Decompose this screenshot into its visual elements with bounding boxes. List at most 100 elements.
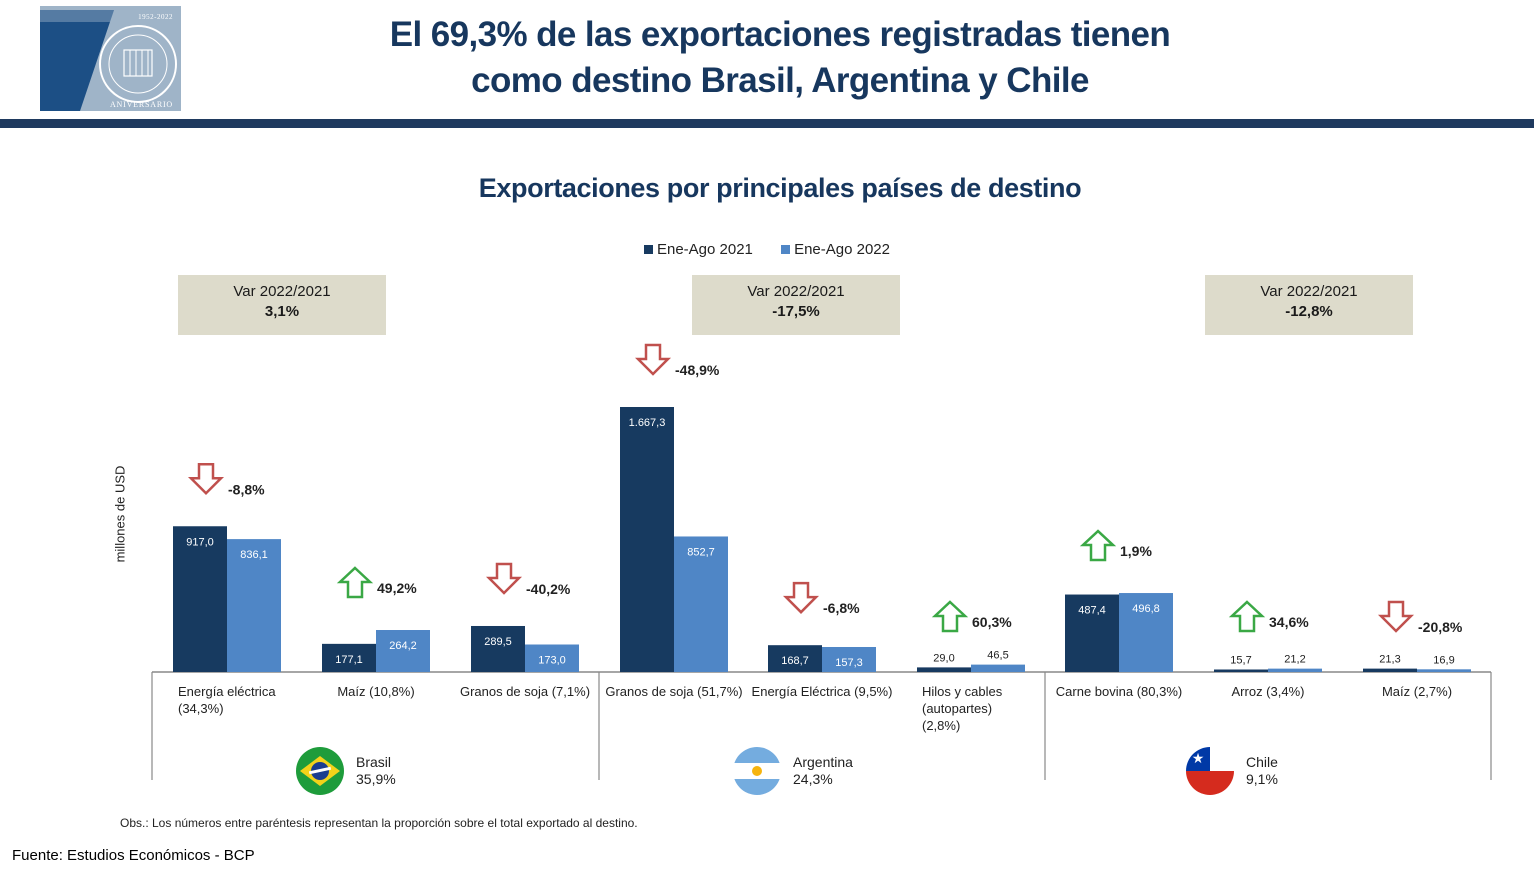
bar-2021 bbox=[173, 526, 227, 672]
logo-years: 1952-2022 bbox=[138, 13, 173, 21]
change-label: 49,2% bbox=[377, 580, 417, 596]
change-label: -48,9% bbox=[675, 362, 720, 378]
data-label: 157,3 bbox=[835, 657, 863, 669]
variation-box-brasil: Var 2022/2021 3,1% bbox=[178, 275, 386, 335]
data-label: 1.667,3 bbox=[629, 417, 666, 429]
data-label: 852,7 bbox=[687, 546, 715, 558]
page-title-line-2: como destino Brasil, Argentina y Chile bbox=[471, 61, 1089, 100]
bar-2022 bbox=[822, 646, 876, 672]
data-label: 21,2 bbox=[1284, 654, 1305, 666]
logo-anniversary: ANIVERSARIO bbox=[109, 100, 173, 109]
variation-value: 3,1% bbox=[264, 303, 300, 320]
country-name: Argentina bbox=[793, 754, 853, 770]
country-chile: ★ Chile 9,1% bbox=[1186, 746, 1278, 796]
change-label: -20,8% bbox=[1418, 619, 1463, 635]
bcp-70-anniversary-logo: 1952-2022 ANIVERSARIO bbox=[40, 6, 181, 111]
bar-2021 bbox=[1363, 668, 1417, 672]
category-label: Granos de soja (7,1%) bbox=[460, 684, 590, 699]
data-label: 836,1 bbox=[240, 549, 268, 561]
arrow-down-icon bbox=[634, 343, 672, 376]
category-label: Energía eléctrica bbox=[178, 684, 276, 699]
variation-value: -12,8% bbox=[1285, 303, 1333, 320]
footnote: Obs.: Los números entre paréntesis repre… bbox=[120, 816, 638, 830]
bar-2022 bbox=[1417, 669, 1471, 672]
change-label: 1,9% bbox=[1120, 543, 1152, 559]
data-label: 46,5 bbox=[987, 650, 1008, 662]
change-label: -6,8% bbox=[823, 600, 860, 616]
arrow-down-icon bbox=[187, 463, 225, 496]
brazil-flag-icon bbox=[296, 747, 344, 795]
bar-2021 bbox=[917, 667, 971, 672]
country-share: 9,1% bbox=[1246, 771, 1278, 787]
legend-label-2022: Ene-Ago 2022 bbox=[794, 241, 890, 258]
category-label: Granos de soja (51,7%) bbox=[605, 684, 742, 699]
variation-box-chile: Var 2022/2021 -12,8% bbox=[1205, 275, 1413, 335]
bar-2022 bbox=[1119, 593, 1173, 672]
category-label: Arroz (3,4%) bbox=[1232, 684, 1305, 699]
data-label: 168,7 bbox=[781, 655, 809, 667]
arrow-down-icon bbox=[1377, 600, 1415, 633]
variation-box-argentina: Var 2022/2021 -17,5% bbox=[692, 275, 900, 335]
change-label: -40,2% bbox=[526, 581, 571, 597]
legend-item-2022: Ene-Ago 2022 bbox=[781, 241, 890, 258]
bar-2022 bbox=[376, 630, 430, 672]
bar-2021 bbox=[620, 407, 674, 672]
header-divider bbox=[0, 119, 1534, 128]
bar-2021 bbox=[1214, 669, 1268, 672]
bar-2022 bbox=[971, 664, 1025, 672]
bar-2022 bbox=[227, 539, 281, 672]
category-label: (34,3%) bbox=[178, 701, 224, 716]
variation-value: -17,5% bbox=[772, 303, 820, 320]
arrow-up-icon bbox=[931, 600, 969, 633]
arrow-down-icon bbox=[485, 562, 523, 595]
data-label: 487,4 bbox=[1078, 605, 1106, 617]
logo-emblem-icon bbox=[40, 10, 177, 111]
bar-2022 bbox=[1268, 668, 1322, 672]
category-label: (2,8%) bbox=[922, 718, 960, 733]
country-share: 35,9% bbox=[356, 771, 396, 787]
country-name: Chile bbox=[1246, 754, 1278, 770]
category-label: Carne bovina (80,3%) bbox=[1056, 684, 1182, 699]
logo-building-icon bbox=[123, 49, 153, 77]
country-name: Brasil bbox=[356, 754, 392, 770]
legend-label-2021: Ene-Ago 2021 bbox=[656, 241, 753, 258]
page-title: El 69,3% de las exportaciones registrada… bbox=[250, 12, 1310, 104]
change-label: 60,3% bbox=[972, 614, 1012, 630]
variation-label: Var 2022/2021 bbox=[233, 283, 331, 300]
data-label: 173,0 bbox=[538, 655, 566, 667]
bar-2021 bbox=[1065, 594, 1119, 672]
category-label: Energía Eléctrica (9,5%) bbox=[752, 684, 893, 699]
legend-swatch-2022 bbox=[781, 245, 791, 254]
arrow-up-icon bbox=[1228, 600, 1266, 633]
data-label: 264,2 bbox=[389, 640, 417, 652]
argentina-flag-icon bbox=[733, 747, 781, 795]
bar-2021 bbox=[471, 625, 525, 672]
arrow-up-icon bbox=[336, 566, 374, 599]
category-label: Maíz (2,7%) bbox=[1382, 684, 1452, 699]
logo-seven-shape bbox=[40, 10, 114, 111]
bar-2022 bbox=[525, 644, 579, 672]
legend-item-2021: Ene-Ago 2021 bbox=[643, 241, 753, 258]
country-brasil: Brasil 35,9% bbox=[296, 746, 396, 796]
change-label: 34,6% bbox=[1269, 614, 1309, 630]
country-argentina: Argentina 24,3% bbox=[733, 746, 853, 796]
category-label: Hilos y cables bbox=[922, 684, 1003, 699]
data-label: 16,9 bbox=[1433, 654, 1454, 666]
logo-seal-ring bbox=[99, 25, 177, 103]
bar-2021 bbox=[768, 645, 822, 672]
change-label: -8,8% bbox=[228, 481, 265, 497]
country-share: 24,3% bbox=[793, 771, 833, 787]
data-label: 29,0 bbox=[933, 652, 954, 664]
bar-2022 bbox=[674, 536, 728, 672]
arrow-down-icon bbox=[782, 581, 820, 614]
bar-2021 bbox=[322, 643, 376, 672]
legend-swatch-2021 bbox=[643, 245, 653, 254]
arrow-up-icon bbox=[1079, 529, 1117, 562]
variation-label: Var 2022/2021 bbox=[747, 283, 845, 300]
chart-title: Exportaciones por principales países de … bbox=[478, 173, 1082, 203]
chile-flag-icon: ★ bbox=[1186, 747, 1234, 795]
category-label: (autopartes) bbox=[922, 701, 992, 716]
data-label: 289,5 bbox=[484, 636, 512, 648]
source-text: Fuente: Estudios Económicos - BCP bbox=[12, 847, 255, 864]
